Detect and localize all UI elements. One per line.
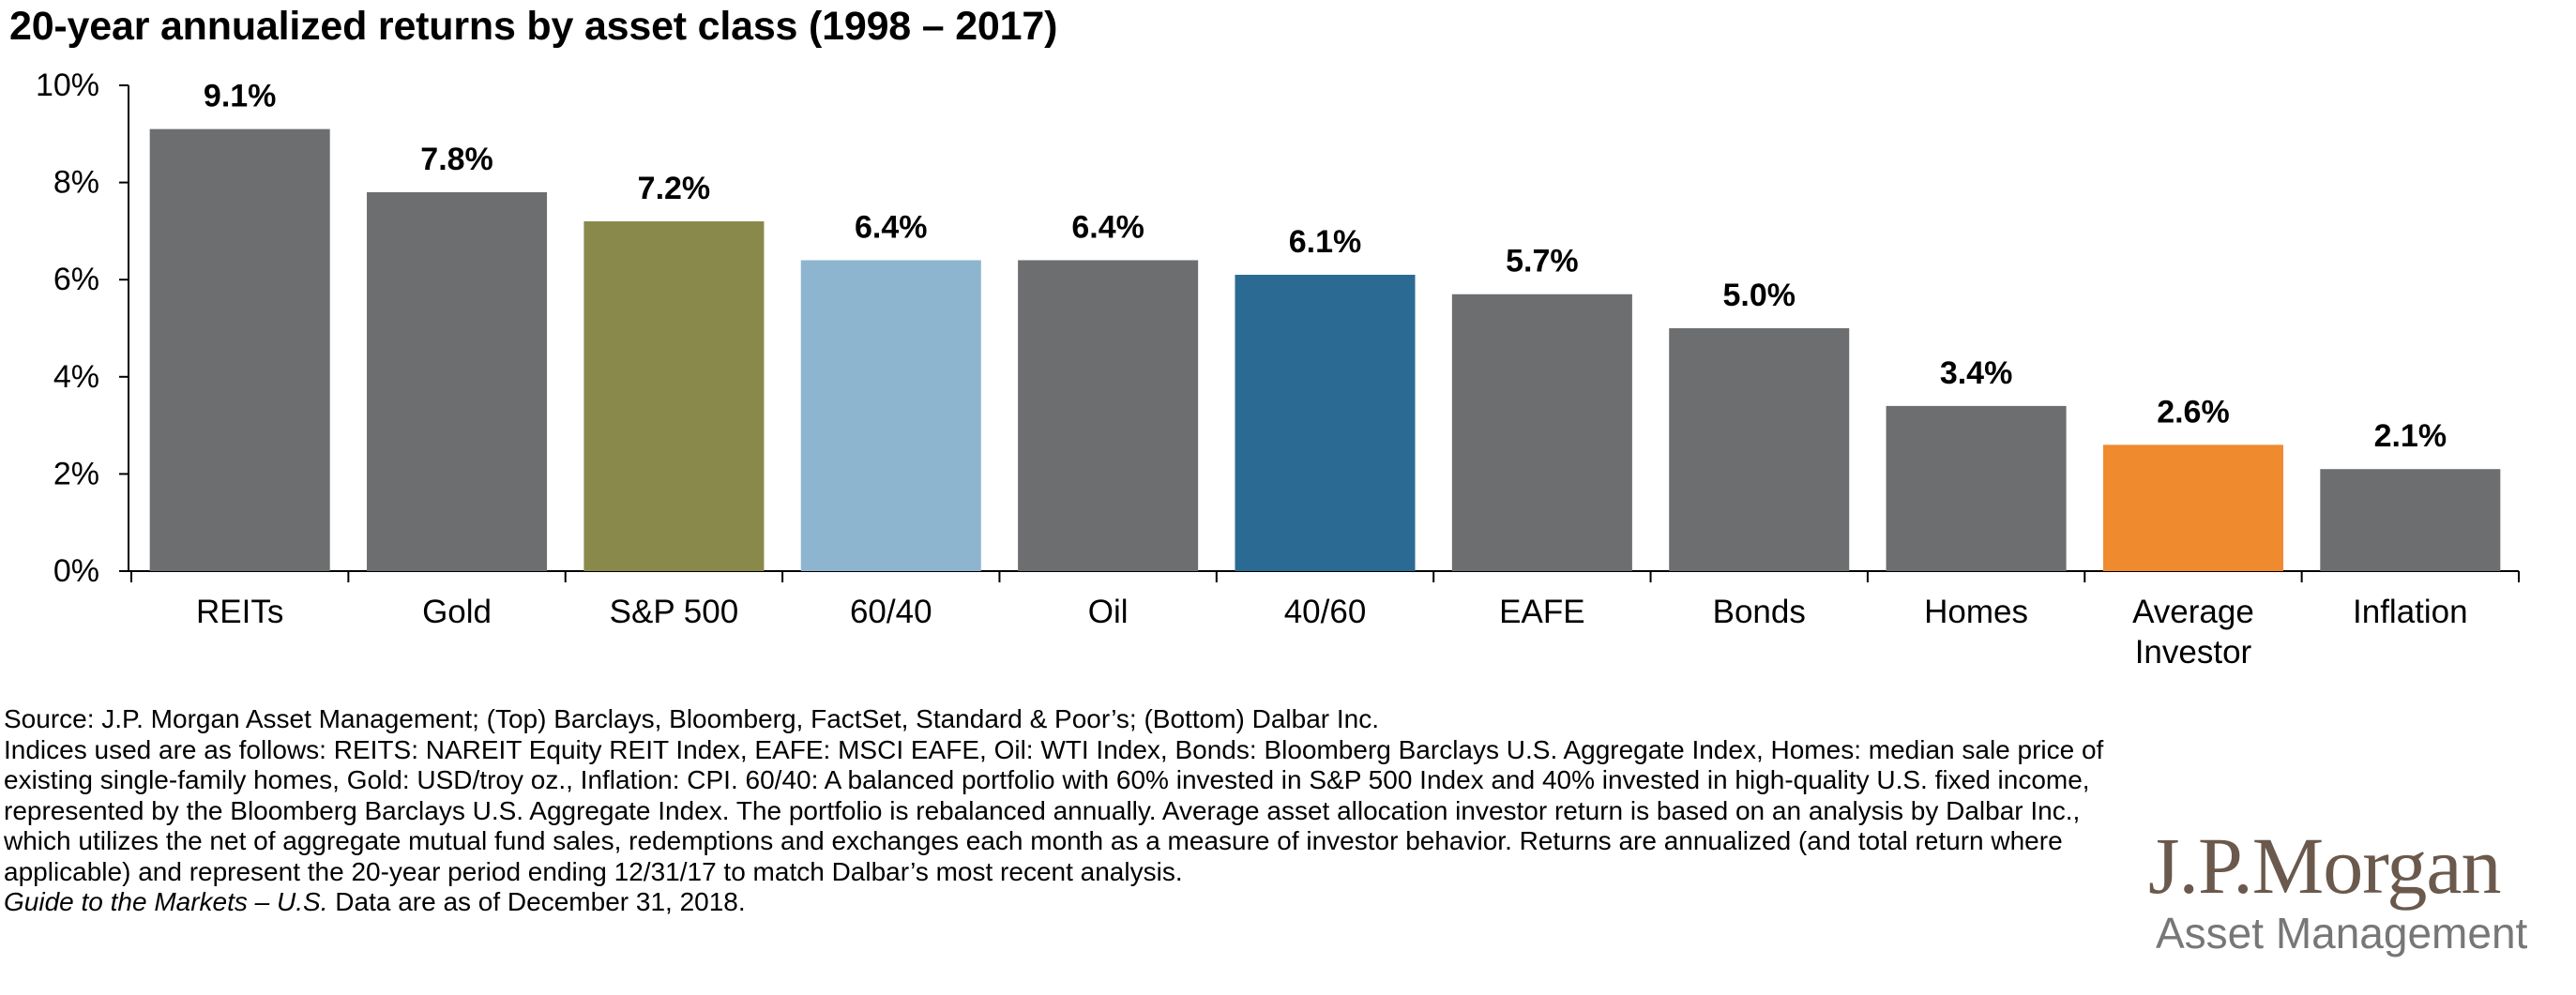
chart-title: 20-year annualized returns by asset clas…: [9, 4, 1058, 49]
y-tick-label: 2%: [53, 456, 99, 491]
bar: [367, 191, 548, 571]
guide-note: Guide to the Markets – U.S. Data are as …: [4, 887, 2114, 918]
data-label: 5.0%: [1722, 278, 1796, 313]
category-label: Gold: [422, 594, 492, 630]
y-tick-label: 0%: [53, 553, 99, 589]
bar: [583, 221, 765, 572]
bar: [1886, 405, 2067, 571]
indices-note: Indices used are as follows: REITS: NARE…: [4, 734, 2104, 886]
category-label: Homes: [1924, 594, 2028, 630]
bar: [1235, 275, 1416, 571]
data-label: 6.4%: [855, 209, 928, 245]
category-label: REITs: [196, 594, 283, 630]
y-tick-label: 6%: [53, 262, 99, 297]
category-label: Oil: [1088, 594, 1129, 630]
guide-title: Guide to the Markets – U.S.: [4, 887, 328, 916]
category-label: Average: [2132, 594, 2254, 630]
data-label: 9.1%: [204, 79, 277, 114]
data-label: 5.7%: [1506, 244, 1579, 279]
y-tick-label: 4%: [53, 359, 99, 395]
bar: [1018, 260, 1199, 571]
footnotes: Source: J.P. Morgan Asset Management; (T…: [4, 704, 2114, 918]
bar: [1669, 328, 1850, 571]
guide-date: Data are as of December 31, 2018.: [327, 887, 746, 916]
bar-chart: 0% 2% 4% 6% 8% 10% 9.1% REITs 7.8% Gold 7.2% S&P 50…: [36, 68, 2520, 671]
bar: [2320, 469, 2501, 571]
bar: [1451, 294, 1632, 571]
source-note: Source: J.P. Morgan Asset Management; (T…: [4, 704, 1380, 733]
data-label: 2.6%: [2157, 394, 2230, 430]
jpmorgan-logo: J.P.Morgan Asset Management: [2148, 823, 2561, 958]
bar: [800, 260, 981, 571]
y-tick-label: 8%: [53, 165, 99, 201]
logo-name: J.P.Morgan: [2148, 821, 2502, 911]
y-tick-label: 10%: [36, 68, 99, 103]
category-label: 60/40: [850, 594, 932, 630]
category-label: EAFE: [1499, 594, 1584, 630]
bar: [149, 128, 330, 571]
category-label: S&P 500: [610, 594, 739, 630]
data-label: 6.1%: [1289, 224, 1362, 260]
bar: [2102, 445, 2283, 571]
data-label: 2.1%: [2374, 418, 2447, 454]
category-label: Bonds: [1713, 594, 1806, 630]
data-label: 7.2%: [638, 171, 711, 206]
data-label: 7.8%: [420, 142, 493, 177]
data-label: 6.4%: [1071, 209, 1144, 245]
category-label: Investor: [2135, 634, 2252, 671]
category-label: 40/60: [1284, 594, 1367, 630]
category-label: Inflation: [2353, 594, 2468, 630]
data-label: 3.4%: [1940, 355, 2013, 391]
logo-subtitle: Asset Management: [2156, 909, 2528, 957]
